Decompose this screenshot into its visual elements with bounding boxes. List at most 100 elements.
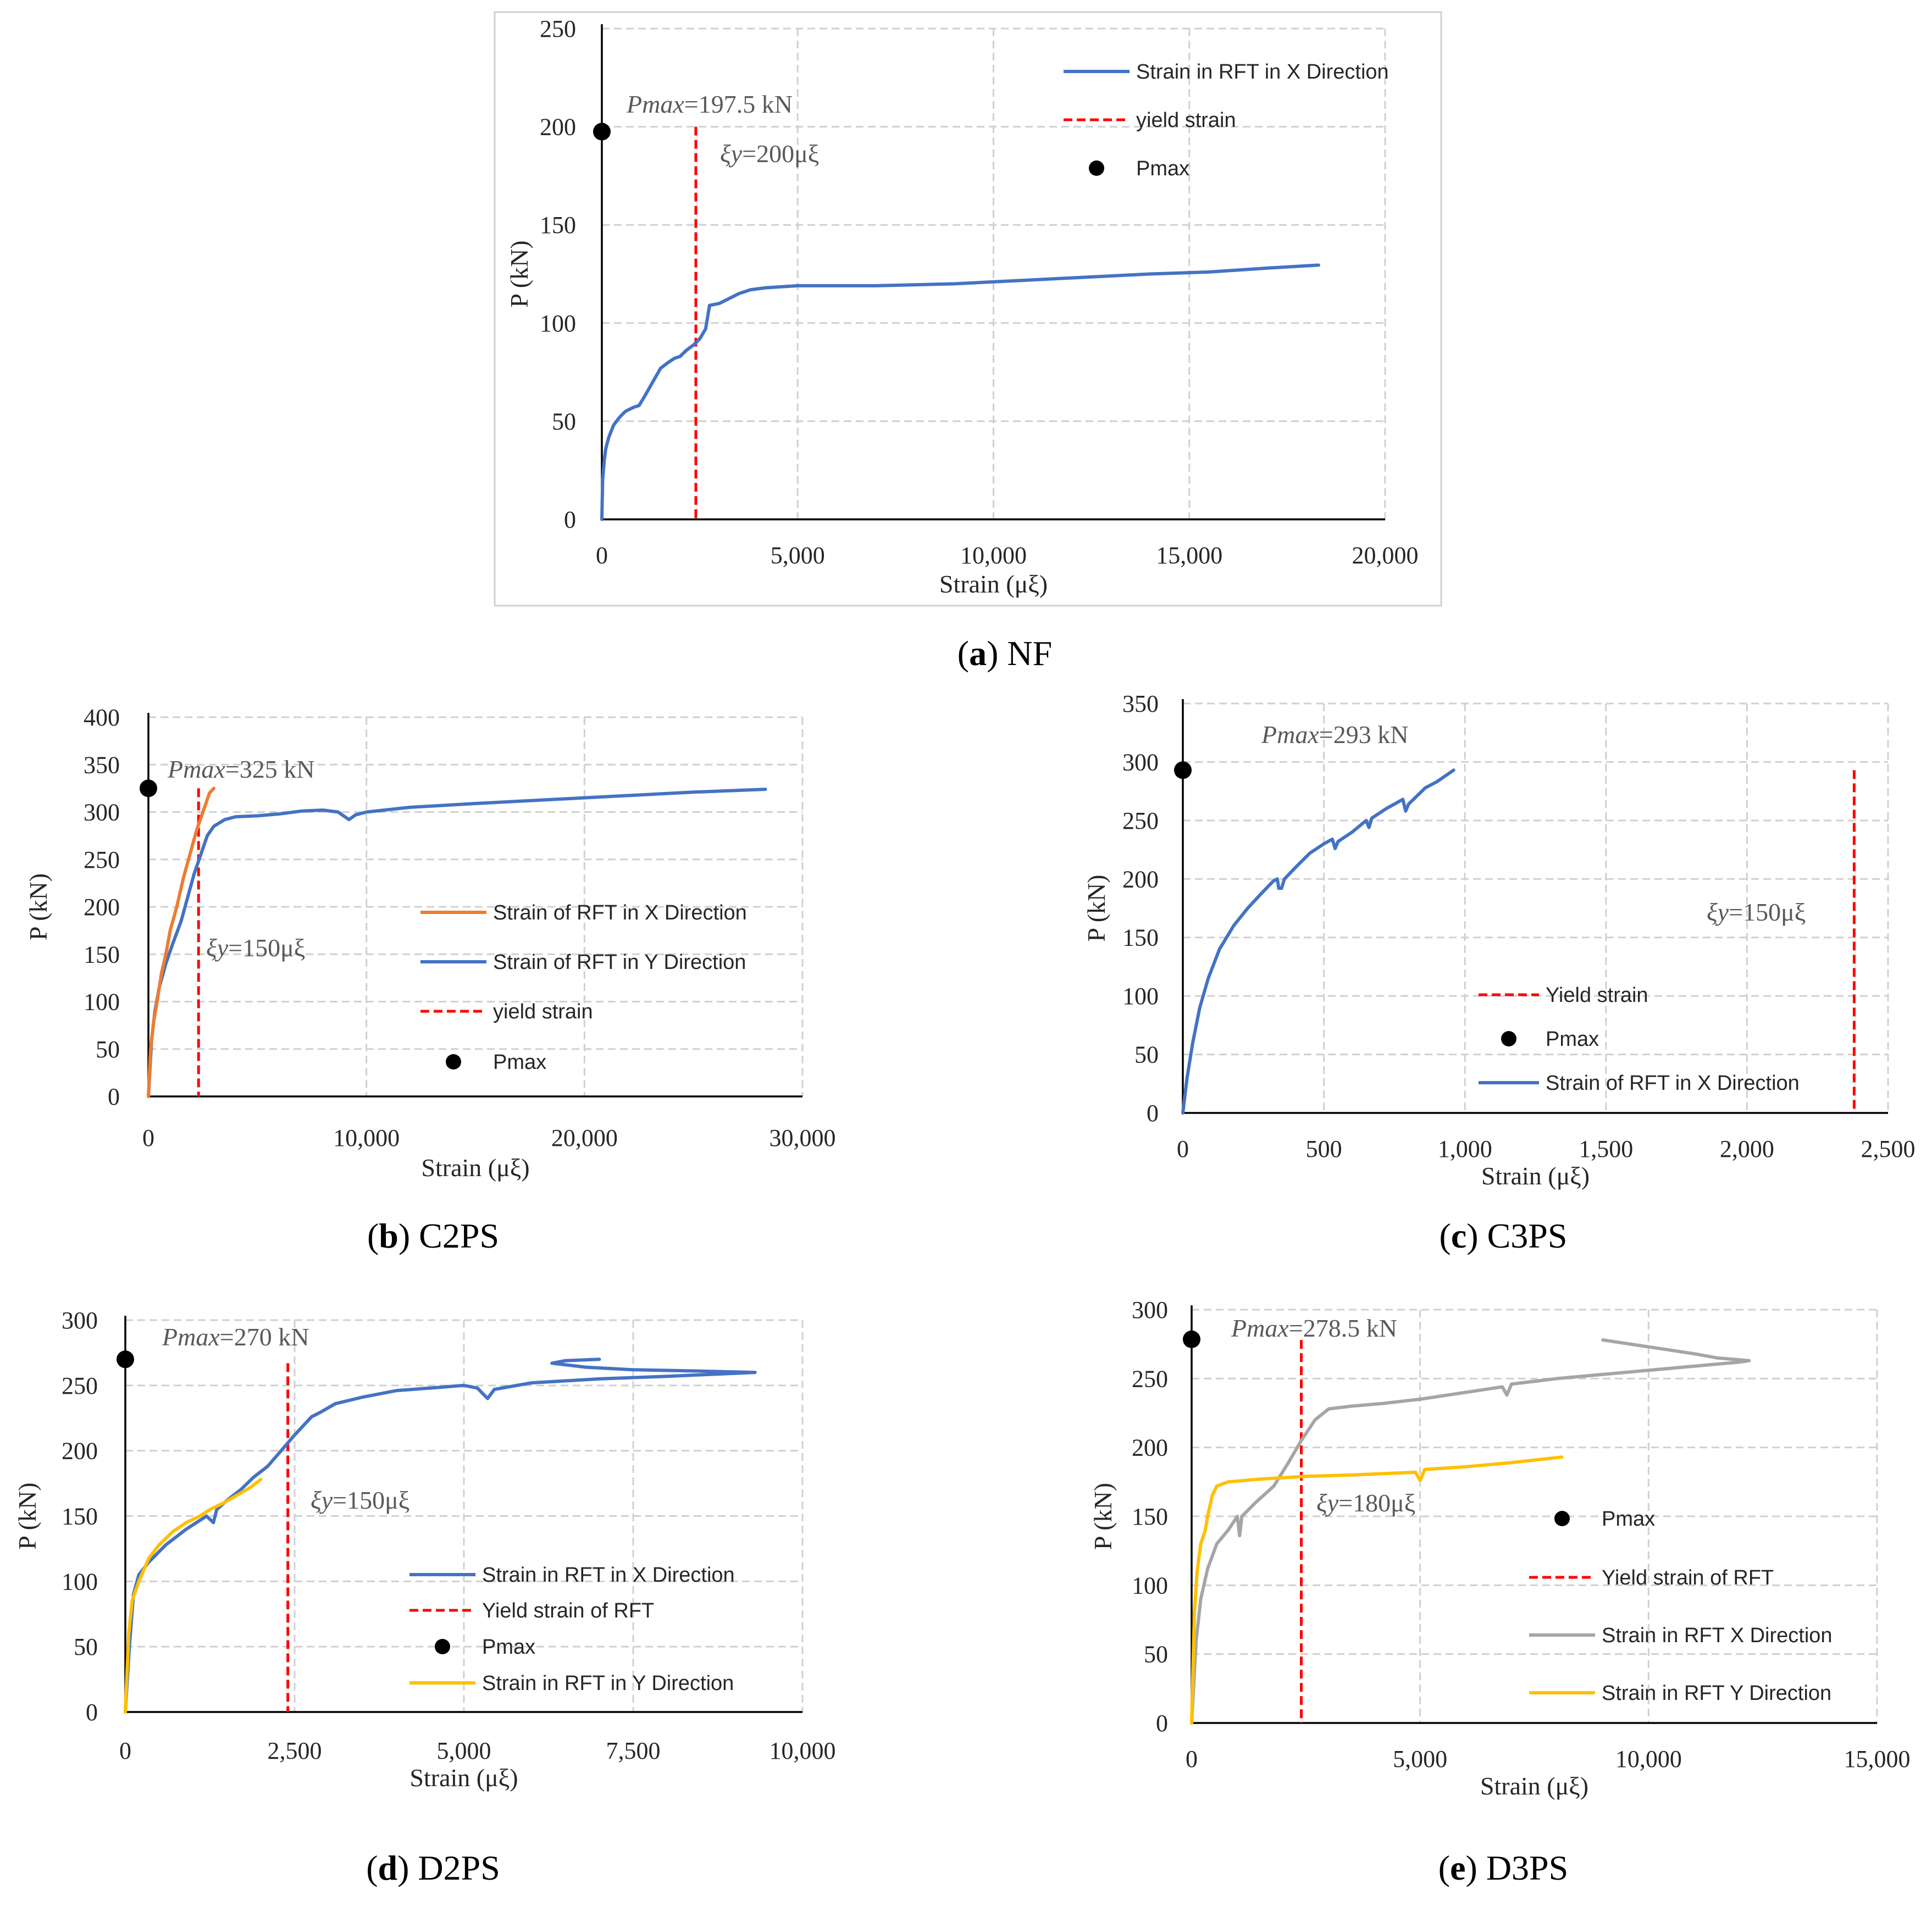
legend-label: yield strain xyxy=(1136,109,1236,132)
y-tick-label: 100 xyxy=(540,310,576,337)
yield-annotation: ξy=150μξ xyxy=(311,1486,409,1514)
x-axis-title: Strain (μξ) xyxy=(939,570,1048,598)
legend-label: Strain of RFT in X Direction xyxy=(1546,1072,1800,1095)
yield-annotation: ξy=200μξ xyxy=(720,140,819,168)
yield-annotation-value: =150μξ xyxy=(228,934,305,962)
legend-label: Strain in RFT Y Direction xyxy=(1602,1682,1831,1705)
legend-label: Strain of RFT in Y Direction xyxy=(493,951,746,974)
legend-swatch-dot xyxy=(1089,160,1104,176)
y-tick-label: 300 xyxy=(1132,1296,1168,1323)
x-tick-label: 15,000 xyxy=(1844,1746,1911,1772)
series-line xyxy=(1190,1455,1564,1725)
pmax-marker xyxy=(1174,761,1192,779)
y-tick-label: 200 xyxy=(540,114,576,141)
x-tick-label: 0 xyxy=(596,542,608,569)
series-line xyxy=(1190,1338,1751,1725)
legend-label: Strain in RFT in X Direction xyxy=(1136,60,1389,84)
pmax-marker xyxy=(140,779,157,797)
legend-label: Strain in RFT X Direction xyxy=(1602,1624,1833,1647)
series-line xyxy=(1181,768,1455,1115)
legend-label: Strain of RFT in X Direction xyxy=(493,901,747,924)
y-axis-title: P (kN) xyxy=(13,1482,41,1549)
caption-c3ps: (c) C3PS xyxy=(1440,1216,1568,1255)
y-tick-label: 100 xyxy=(1132,1572,1168,1599)
y-tick-label: 350 xyxy=(1122,690,1159,717)
pmax-annotation-value: =293 kN xyxy=(1319,721,1409,749)
y-tick-label: 150 xyxy=(540,212,576,239)
chart-nf: (a) NF 0 50 100 150 200 250 0 5,000 10,000 15,000… xyxy=(494,11,1442,673)
series-line xyxy=(124,1478,263,1714)
y-tick-label: 100 xyxy=(1122,983,1159,1010)
series-line xyxy=(147,788,767,1098)
y-tick-label: 350 xyxy=(84,751,120,778)
legend-label: Strain in RFT in Y Direction xyxy=(482,1672,734,1695)
y-tick-label: 0 xyxy=(564,506,576,533)
y-tick-label: 100 xyxy=(62,1568,98,1595)
pmax-marker xyxy=(593,123,611,141)
pmax-annotation-value: =197.5 kN xyxy=(684,90,793,118)
caption-d2ps: (d) D2PS xyxy=(366,1848,500,1887)
x-tick-label: 10,000 xyxy=(333,1124,400,1151)
x-tick-label: 15,000 xyxy=(1156,542,1222,569)
caption-d3ps: (e) D3PS xyxy=(1438,1848,1568,1887)
y-axis-title: P (kN) xyxy=(505,240,533,307)
x-tick-label: 2,500 xyxy=(268,1737,322,1764)
y-tick-label: 50 xyxy=(96,1036,120,1063)
series-line xyxy=(124,1358,757,1714)
x-tick-label: 30,000 xyxy=(770,1124,836,1151)
legend-label: Pmax xyxy=(482,1636,535,1659)
x-tick-label: 20,000 xyxy=(1352,542,1419,569)
yield-annotation: ξy=150μξ xyxy=(1707,898,1806,926)
series-line xyxy=(147,786,215,1098)
pmax-annotation-symbol: Pmax xyxy=(167,755,225,783)
chart-frame xyxy=(494,11,1442,607)
yield-annotation: ξy=150μξ xyxy=(206,934,305,962)
y-tick-label: 200 xyxy=(62,1438,98,1465)
legend-label: Pmax xyxy=(493,1051,546,1074)
x-tick-label: 0 xyxy=(119,1737,131,1764)
legend-label: Pmax xyxy=(1602,1508,1655,1531)
pmax-annotation-value: =325 kN xyxy=(225,755,315,783)
legend-swatch-dot xyxy=(446,1054,461,1070)
y-tick-label: 400 xyxy=(84,704,120,731)
y-tick-label: 50 xyxy=(1134,1041,1159,1068)
caption-c2ps: (b) C2PS xyxy=(367,1216,499,1255)
x-tick-label: 1,000 xyxy=(1438,1135,1492,1162)
y-axis-title: P (kN) xyxy=(24,873,52,940)
y-tick-label: 250 xyxy=(84,846,120,873)
pmax-annotation: Pmax=278.5 kN xyxy=(1231,1314,1397,1342)
y-tick-label: 50 xyxy=(74,1633,98,1660)
pmax-annotation-symbol: Pmax xyxy=(162,1323,220,1351)
pmax-annotation-symbol: Pmax xyxy=(626,90,684,118)
yield-annotation: ξy=180μξ xyxy=(1316,1489,1415,1517)
pmax-annotation: Pmax=270 kN xyxy=(162,1323,309,1351)
legend-label: Strain in RFT in X Direction xyxy=(482,1564,735,1587)
x-tick-label: 0 xyxy=(142,1124,154,1151)
y-tick-label: 0 xyxy=(86,1699,98,1726)
legend-swatch-dot xyxy=(435,1639,450,1654)
chart-c3ps: (c) C3PS 0 50 100 150 200 250 300 350 0 500 1,000 1… xyxy=(1082,690,1916,1255)
y-tick-label: 200 xyxy=(84,894,120,921)
y-tick-label: 0 xyxy=(108,1083,120,1110)
y-tick-label: 50 xyxy=(1144,1641,1168,1668)
x-tick-label: 5,000 xyxy=(1393,1746,1447,1772)
y-tick-label: 150 xyxy=(1132,1503,1168,1530)
x-tick-label: 10,000 xyxy=(960,542,1027,569)
y-tick-label: 150 xyxy=(62,1503,98,1530)
pmax-annotation-value: =270 kN xyxy=(220,1323,309,1351)
y-tick-label: 300 xyxy=(84,799,120,826)
y-tick-label: 300 xyxy=(62,1307,98,1334)
yield-annotation-symbol: ξy xyxy=(206,934,229,962)
chart-d3ps: (e) D3PS 0 50 100 150 200 250 300 0 5,000 10,000 1… xyxy=(1089,1296,1911,1887)
y-tick-label: 200 xyxy=(1132,1434,1168,1461)
y-tick-label: 250 xyxy=(62,1372,98,1399)
series-line xyxy=(600,263,1320,521)
x-tick-label: 0 xyxy=(1186,1746,1198,1772)
yield-annotation-value: =200μξ xyxy=(742,140,819,168)
x-tick-label: 1,500 xyxy=(1579,1135,1633,1162)
x-axis-title: Strain (μξ) xyxy=(1481,1162,1590,1190)
y-tick-label: 300 xyxy=(1122,749,1159,775)
pmax-annotation: Pmax=325 kN xyxy=(167,755,314,783)
x-tick-label: 2,500 xyxy=(1861,1135,1916,1162)
legend-label: Yield strain of RFT xyxy=(482,1599,654,1622)
